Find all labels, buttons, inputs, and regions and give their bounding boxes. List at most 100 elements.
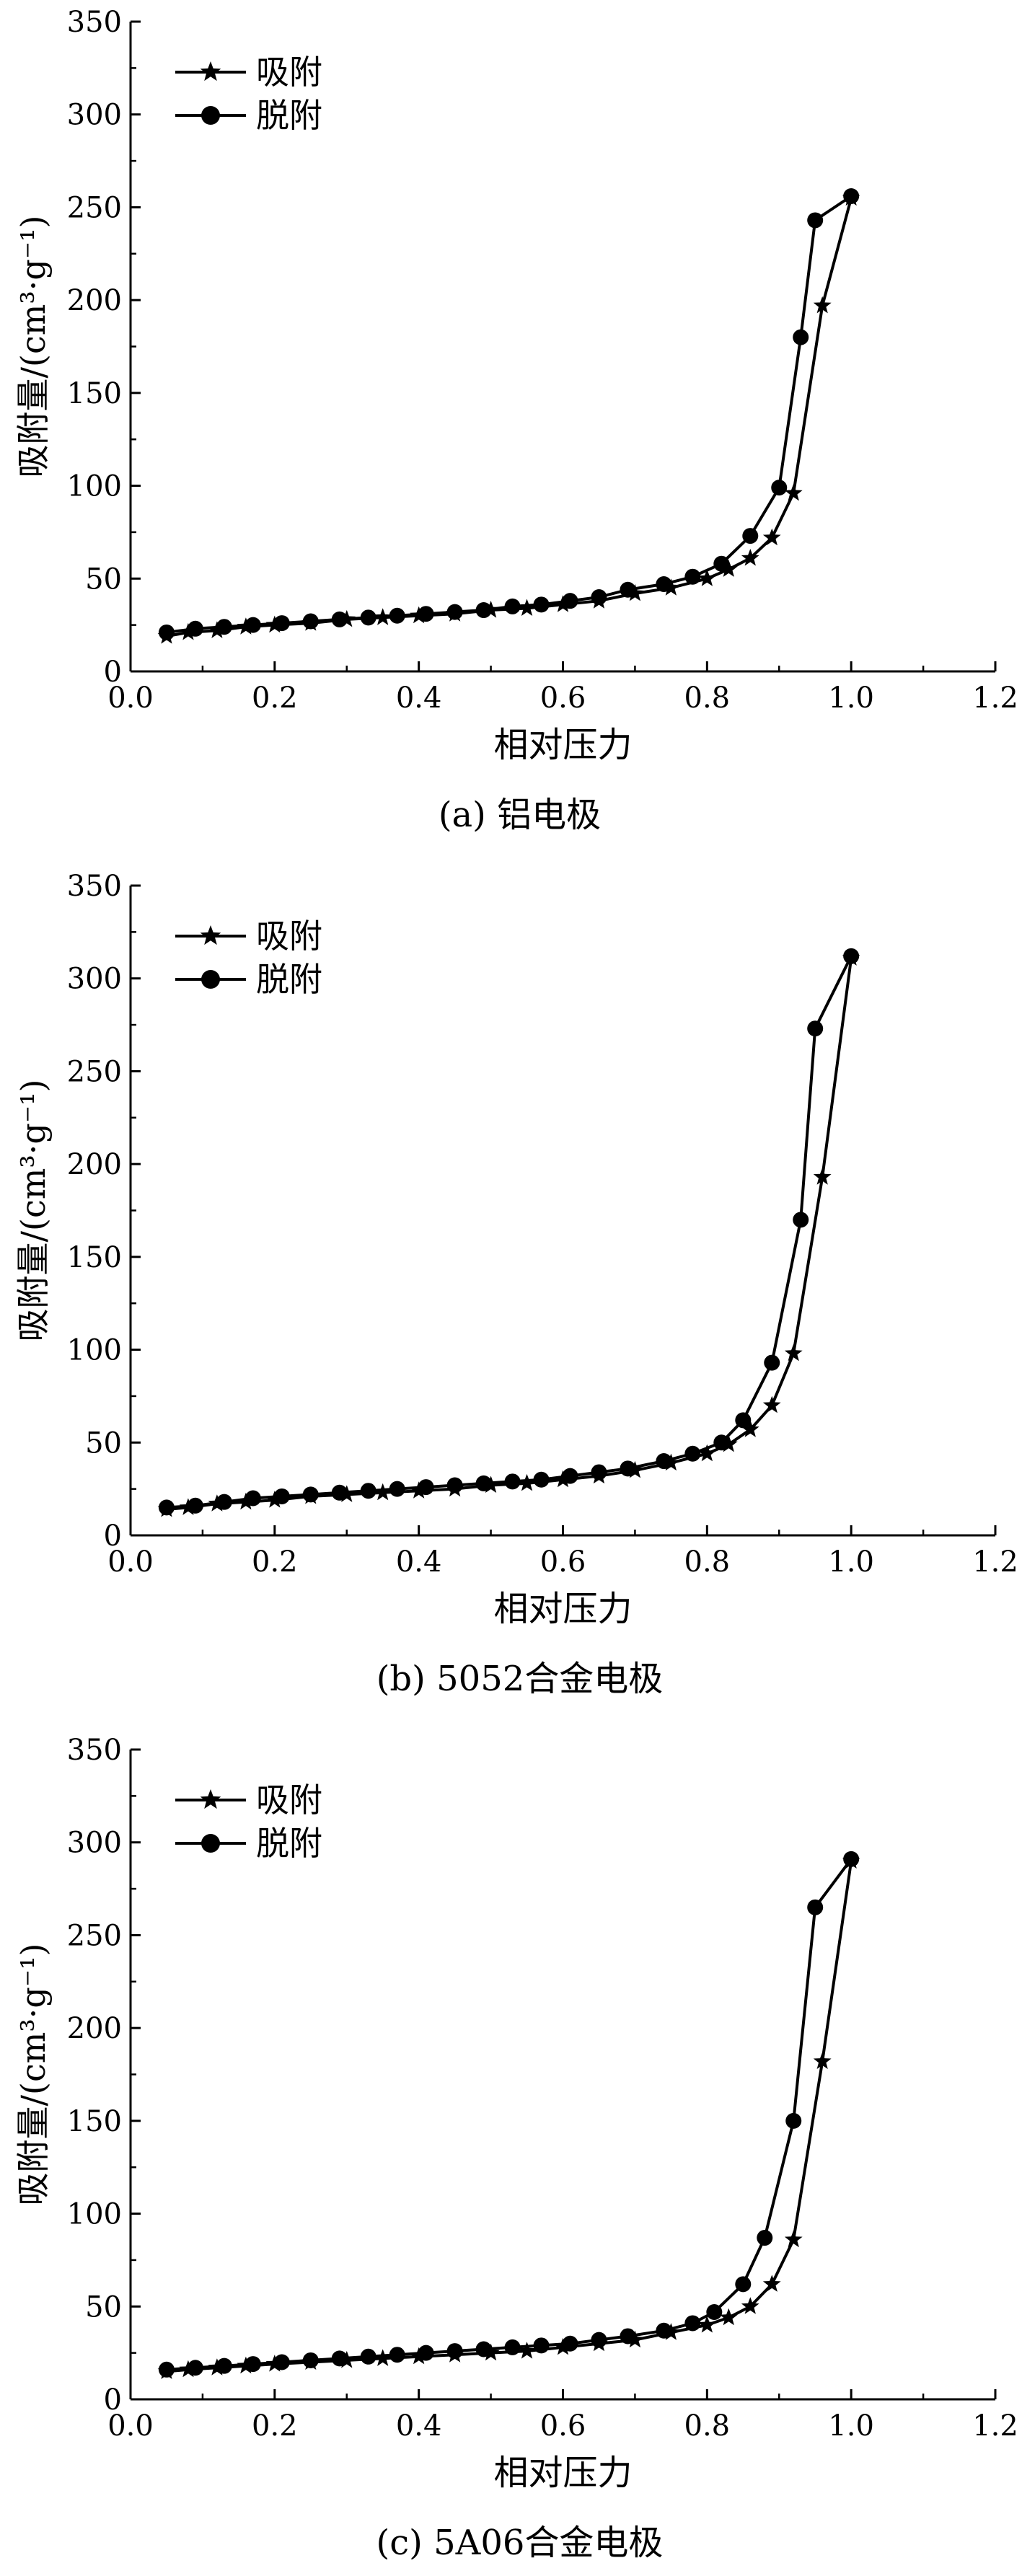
data-point-star xyxy=(374,1483,392,1501)
y-tick-label: 100 xyxy=(67,1334,122,1367)
data-point-circle xyxy=(843,188,860,204)
data-point-star xyxy=(741,549,759,566)
data-point-circle xyxy=(475,1475,492,1491)
data-point-circle xyxy=(360,1483,376,1499)
y-tick-label: 50 xyxy=(85,1426,122,1460)
data-point-circle xyxy=(656,576,672,593)
legend-label: 脱附 xyxy=(256,960,322,999)
data-point-star xyxy=(719,2308,738,2326)
y-tick-label: 300 xyxy=(67,963,122,996)
data-point-star xyxy=(813,296,832,314)
data-point-circle xyxy=(187,620,203,637)
legend-star-marker xyxy=(200,925,221,945)
series-desorption xyxy=(158,1851,860,2378)
series-line xyxy=(166,198,853,638)
data-point-circle xyxy=(245,617,261,633)
data-point-circle xyxy=(504,1473,521,1490)
series-adsorption xyxy=(157,948,860,1517)
data-point-star xyxy=(762,1395,781,1413)
data-point-star xyxy=(719,560,738,577)
y-tick-label: 350 xyxy=(67,870,122,903)
data-point-star xyxy=(762,2275,781,2292)
data-point-circle xyxy=(360,2348,376,2365)
data-point-circle xyxy=(158,2361,175,2378)
x-tick-label: 0.4 xyxy=(396,1545,442,1579)
figure-caption: (a) 铝电极 xyxy=(439,795,601,835)
y-tick-label: 100 xyxy=(67,2198,122,2231)
x-tick-label: 1.0 xyxy=(828,682,874,715)
x-tick-label: 1.0 xyxy=(828,2409,874,2443)
data-point-star xyxy=(741,2297,759,2314)
data-point-circle xyxy=(735,2276,752,2293)
data-point-star xyxy=(374,2349,392,2366)
legend-label: 脱附 xyxy=(256,96,322,135)
data-point-circle xyxy=(793,1212,809,1228)
series-line xyxy=(166,195,853,634)
legend-entry: 吸附 xyxy=(175,1781,322,1819)
y-tick-label: 200 xyxy=(67,2012,122,2045)
data-point-circle xyxy=(389,607,405,624)
chart-panel-3: 0.0 0.2 0.4 0.6 0.8 1.0 1.2 0 50 100 150 200 250 300 3… xyxy=(14,1734,1018,2563)
legend-entry: 吸附 xyxy=(175,53,322,92)
series-desorption xyxy=(158,188,860,640)
y-tick-label: 350 xyxy=(67,6,122,39)
y-tick-label: 250 xyxy=(67,191,122,224)
x-tick-label: 1.2 xyxy=(972,682,1018,715)
data-point-circle xyxy=(302,613,319,630)
y-tick-label: 0 xyxy=(104,1519,122,1553)
y-tick-label: 200 xyxy=(67,1148,122,1181)
series-line xyxy=(166,1861,853,2373)
x-tick-label: 0.2 xyxy=(252,2409,298,2443)
data-point-circle xyxy=(742,528,759,544)
data-point-star xyxy=(784,1344,803,1362)
data-point-star xyxy=(698,569,716,586)
legend-label: 吸附 xyxy=(256,917,322,956)
data-point-circle xyxy=(757,2230,773,2246)
data-point-circle xyxy=(331,611,348,627)
x-axis-label: 相对压力 xyxy=(493,725,632,765)
chart-panel-2: 0.0 0.2 0.4 0.6 0.8 1.0 1.2 0 50 100 150 200 250 300 3… xyxy=(14,870,1018,1699)
y-tick-label: 200 xyxy=(67,284,122,317)
data-point-circle xyxy=(807,1899,824,1915)
series-desorption xyxy=(158,948,860,1516)
data-point-star xyxy=(784,2230,803,2248)
data-point-circle xyxy=(302,2352,319,2368)
data-point-circle xyxy=(562,1468,578,1484)
data-point-circle xyxy=(216,619,232,635)
data-point-star xyxy=(518,599,536,616)
data-point-circle xyxy=(158,1499,175,1516)
y-tick-label: 100 xyxy=(67,470,122,503)
data-point-circle xyxy=(187,2360,203,2376)
data-point-circle xyxy=(418,606,434,622)
data-point-circle xyxy=(656,2322,672,2339)
data-point-circle xyxy=(591,2332,607,2348)
data-point-star xyxy=(698,1444,716,1462)
x-tick-label: 1.2 xyxy=(972,2409,1018,2443)
data-point-circle xyxy=(475,2341,492,2357)
data-point-circle xyxy=(475,602,492,619)
legend-label: 吸附 xyxy=(256,1781,322,1819)
y-tick-label: 0 xyxy=(104,656,122,689)
data-point-circle xyxy=(562,593,578,609)
data-point-circle xyxy=(187,1497,203,1514)
data-point-star xyxy=(698,2316,716,2333)
chart-panel-1: 0.0 0.2 0.4 0.6 0.8 1.0 1.2 0 50 100 150 200 250 300 3… xyxy=(14,6,1018,835)
x-tick-label: 0.8 xyxy=(684,2409,731,2443)
data-point-circle xyxy=(620,581,636,598)
data-point-circle xyxy=(446,2343,463,2360)
data-point-star xyxy=(813,2052,832,2069)
series-adsorption xyxy=(157,1851,860,2379)
data-point-circle xyxy=(735,1412,752,1429)
data-point-star xyxy=(518,1473,536,1491)
data-point-circle xyxy=(273,615,290,632)
x-tick-label: 0.6 xyxy=(540,1545,586,1579)
data-point-circle xyxy=(273,2354,290,2370)
data-point-circle xyxy=(591,1464,607,1481)
x-axis-label: 相对压力 xyxy=(493,2453,632,2493)
data-point-circle xyxy=(656,1453,672,1470)
data-point-circle xyxy=(245,2356,261,2373)
legend-circle-marker xyxy=(201,1834,220,1853)
data-point-circle xyxy=(389,2347,405,2363)
data-point-circle xyxy=(389,1481,405,1497)
